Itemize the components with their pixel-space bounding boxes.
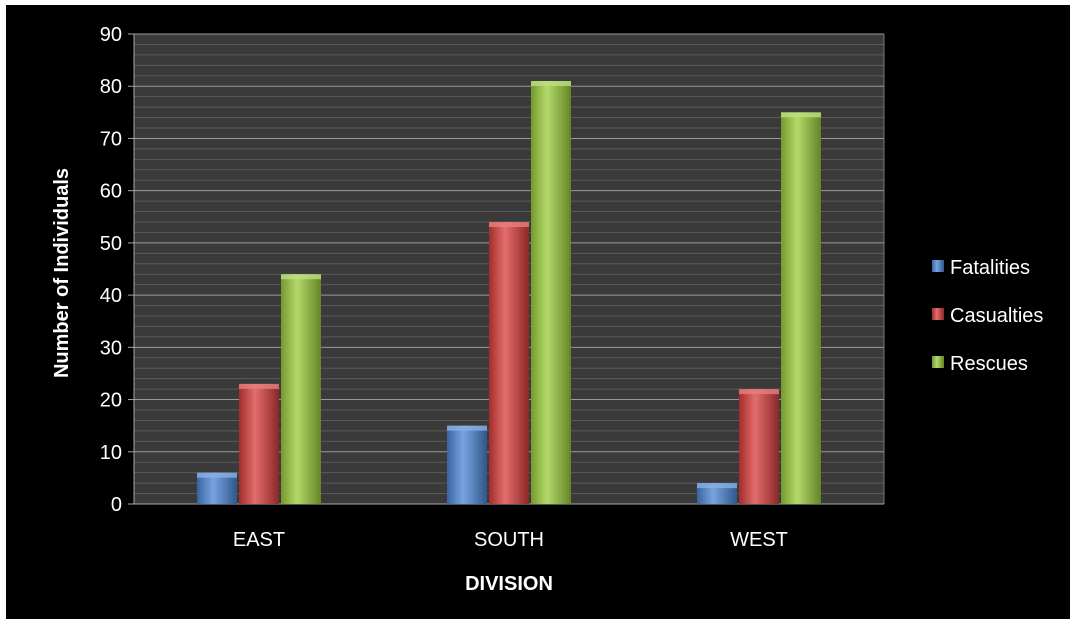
bar-fatalities-east [197,472,237,504]
bar-top-highlight [739,389,779,395]
y-tick-label: 10 [100,442,122,464]
bar-rescues-east [281,274,321,504]
legend-swatch-rescues [932,356,944,368]
y-axis-title: Number of Individuals [51,168,73,378]
legend: Fatalities Casualties Rescues [932,257,1043,375]
bar-rescues-west [781,112,821,504]
y-tick-label: 70 [100,128,122,150]
bar-top-highlight [447,425,487,431]
x-axis-title: DIVISION [465,573,553,595]
bar-top-highlight [781,112,821,118]
bar-top-highlight [531,81,571,86]
x-tick-labels: EAST SOUTH WEST [233,529,788,551]
bar-casualties-west [739,389,779,504]
x-tick-label: SOUTH [474,529,544,551]
bar-top-highlight [281,274,321,280]
y-tick-label: 20 [100,390,122,412]
bar-casualties-south [489,222,529,504]
bar-top-highlight [239,383,279,389]
y-tick-labels: 0 10 20 30 40 50 60 70 80 90 [100,24,122,516]
y-tick-label: 40 [100,285,122,307]
y-tick-label: 60 [100,181,122,203]
y-tick-label: 80 [100,76,122,98]
bar-casualties-east [239,383,279,504]
legend-label-fatalities: Fatalities [950,257,1030,279]
bar-fatalities-west [697,483,737,504]
bar-top-highlight [197,472,237,478]
bar-fatalities-south [447,425,487,504]
legend-swatch-fatalities [932,260,944,272]
legend-label-casualties: Casualties [950,305,1043,327]
y-tick-label: 30 [100,337,122,359]
legend-swatch-casualties [932,308,944,320]
chart-area: 0 10 20 30 40 50 60 70 80 90 EAST SOUTH WEST Number… [6,5,1070,619]
legend-label-rescues: Rescues [950,353,1028,375]
bar-chart: 0 10 20 30 40 50 60 70 80 90 EAST SOUTH WEST Number… [51,24,1043,595]
bar-top-highlight [489,222,529,227]
x-tick-label: EAST [233,529,285,551]
bar-top-highlight [697,483,737,489]
bars [197,81,821,504]
y-tick-label: 0 [111,494,122,516]
y-tick-label: 90 [100,24,122,46]
x-tick-label: WEST [730,529,788,551]
y-tick-label: 50 [100,233,122,255]
bar-rescues-south [531,81,571,504]
